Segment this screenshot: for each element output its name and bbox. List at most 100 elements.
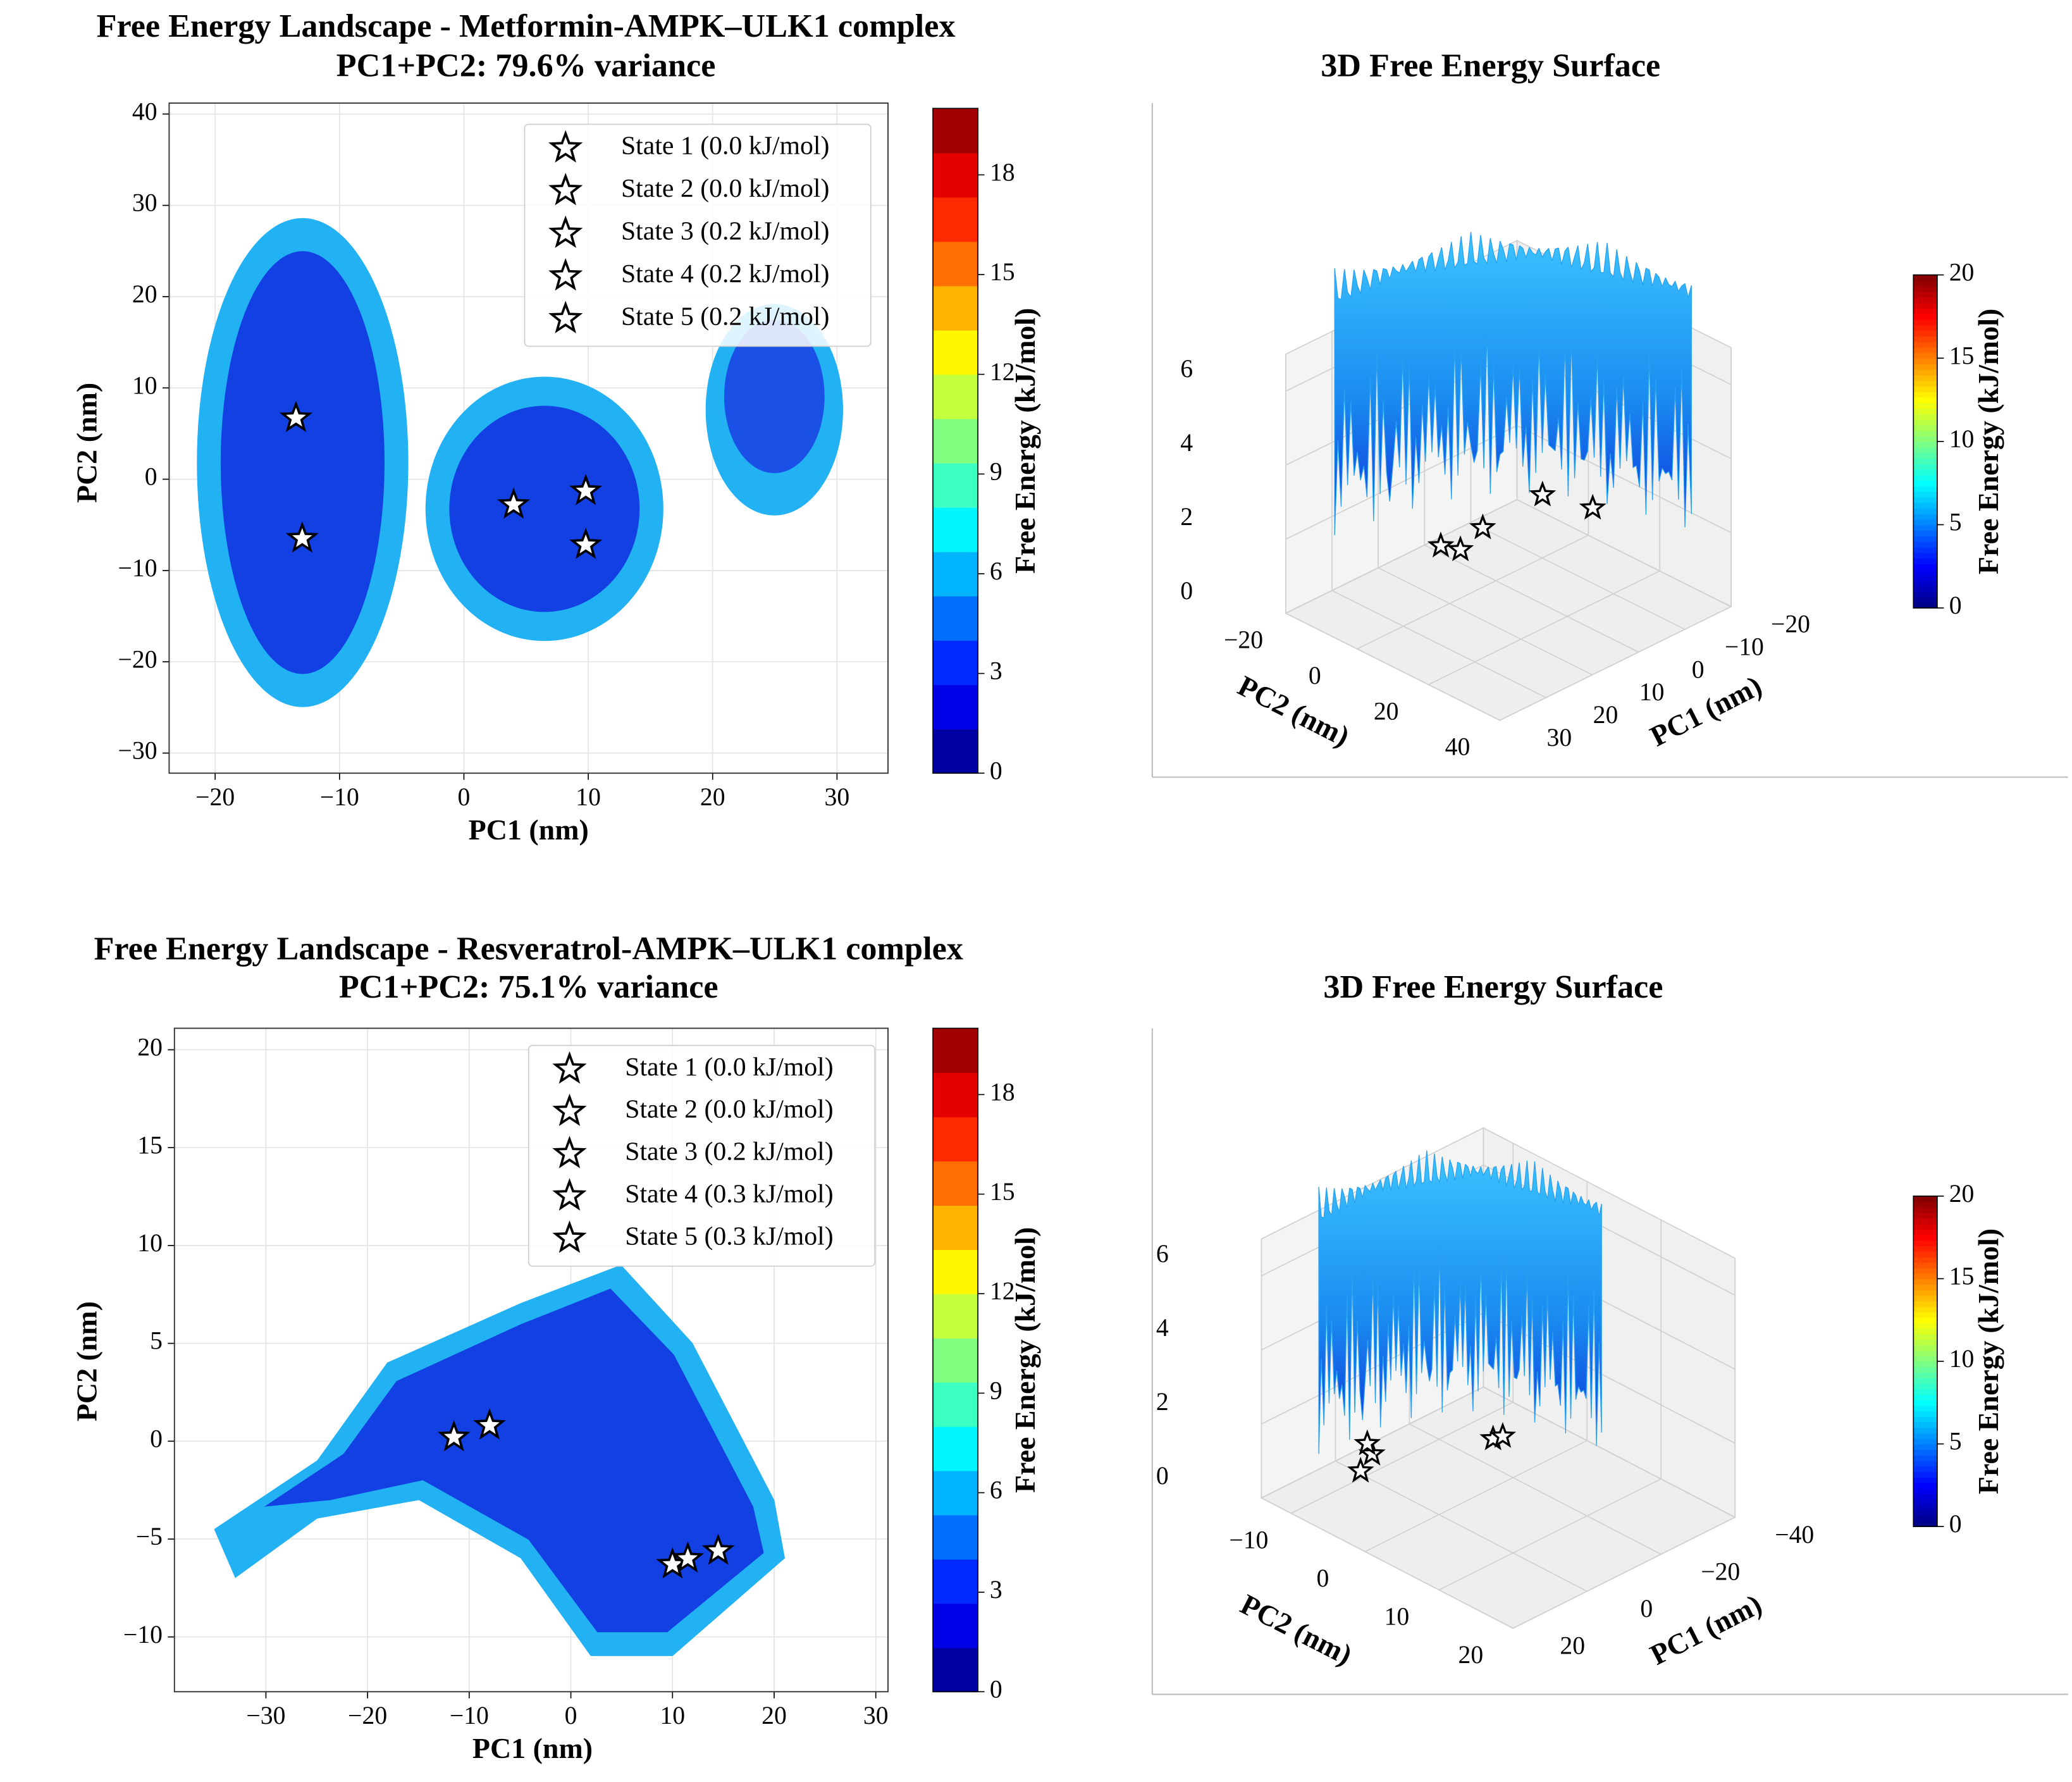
colorbar-tick-label: 10 <box>1949 1345 1975 1373</box>
colorbar-band <box>1913 491 1937 498</box>
colorbar-band <box>933 1249 978 1294</box>
colorbar-tick-label: 15 <box>990 1178 1015 1206</box>
legend-box <box>527 1044 875 1267</box>
colorbar-band <box>1913 1399 1937 1406</box>
colorbar-band <box>1913 591 1937 598</box>
colorbar-band <box>1913 1416 1937 1423</box>
colorbar-band <box>1913 469 1937 476</box>
colorbar-band <box>1913 530 1937 536</box>
state-marker <box>701 1533 735 1565</box>
z-tick-label: 6 <box>1180 355 1193 383</box>
legend-marker <box>552 1220 587 1253</box>
colorbar-band <box>1913 347 1937 354</box>
colorbar-band <box>1913 1372 1937 1378</box>
legend-label: State 4 (0.3 kJ/mol) <box>625 1179 833 1208</box>
colorbar-band <box>1913 1454 1937 1461</box>
colorbar-frame <box>932 108 978 774</box>
colorbar-tick-label: 5 <box>1949 1428 1962 1456</box>
colorbar-band <box>1913 1311 1937 1318</box>
x-tick-label: −10 <box>1725 633 1764 660</box>
legend-label: State 2 (0.0 kJ/mol) <box>621 174 829 203</box>
chart-title: Free Energy Landscape - Metformin-AMPK–U… <box>97 8 956 44</box>
colorbar-band <box>1913 513 1937 520</box>
colorbar-tick-label: 15 <box>990 258 1015 286</box>
colorbar-band <box>933 507 978 552</box>
grid-line <box>1512 1516 1736 1629</box>
colorbar-band <box>1913 1201 1937 1208</box>
y-tick-label: −20 <box>1224 626 1263 654</box>
colorbar-band <box>1913 519 1937 526</box>
colorbar-band <box>933 1382 978 1427</box>
colorbar-band <box>1913 474 1937 481</box>
colorbar-band <box>1913 1504 1937 1511</box>
colorbar-tick-label: 12 <box>990 1277 1015 1305</box>
grid-line <box>1438 1478 1662 1591</box>
density-regions <box>214 1265 786 1656</box>
state-marker <box>1489 1421 1517 1448</box>
colorbar-band <box>1913 1212 1937 1219</box>
legend-marker <box>552 1051 587 1084</box>
colorbar-band <box>933 1559 978 1604</box>
colorbar-band <box>1913 574 1937 581</box>
y-tick-label: 15 <box>137 1131 163 1159</box>
colorbar-band <box>1913 1366 1937 1373</box>
state-marker <box>569 474 603 505</box>
z-tick-label: 4 <box>1156 1314 1169 1342</box>
colorbar-tick-label: 0 <box>1949 591 1962 619</box>
colorbar-band <box>933 1294 978 1339</box>
colorbar-band <box>1913 397 1937 404</box>
colorbar-band <box>1913 1499 1937 1506</box>
colorbar-band <box>1913 497 1937 504</box>
colorbar-band <box>933 1603 978 1649</box>
y-tick-label: 20 <box>1458 1641 1484 1669</box>
colorbar-tick-label: 0 <box>990 1675 1002 1703</box>
legend-label: State 5 (0.2 kJ/mol) <box>621 302 829 331</box>
x-tick-label: 0 <box>1692 655 1705 683</box>
legend-label: State 1 (0.0 kJ/mol) <box>621 132 829 161</box>
y-tick-label: 0 <box>1316 1564 1329 1592</box>
colorbar-band <box>933 1161 978 1206</box>
grid-line <box>1517 499 1732 607</box>
colorbar-tick-label: 15 <box>1949 342 1975 369</box>
x-axis-label: PC1 (nm) <box>469 814 589 846</box>
colorbar-band <box>1913 1223 1937 1230</box>
colorbar-band <box>1913 391 1937 398</box>
x-tick-label: 10 <box>1639 678 1665 706</box>
colorbar-band <box>1913 1361 1937 1368</box>
x-tick-label: −20 <box>195 783 235 811</box>
colorbar-band <box>1913 1278 1937 1285</box>
colorbar-band <box>1913 1389 1937 1395</box>
colorbar-band <box>1913 547 1937 554</box>
panel-over: Free Energy Landscape - Resveratrol-AMPK… <box>71 930 1041 1764</box>
state-marker <box>1446 535 1474 562</box>
chart-subtitle: PC1+PC2: 79.6% variance <box>336 47 716 84</box>
y-tick-label: 10 <box>132 371 157 399</box>
colorbar-band <box>1913 280 1937 287</box>
y-tick-label: 0 <box>145 463 157 491</box>
colorbar-band <box>933 1205 978 1250</box>
density-region <box>220 251 385 674</box>
state-marker <box>1347 1456 1374 1483</box>
colorbar-band <box>1913 380 1937 387</box>
x-tick-label: 30 <box>1547 724 1572 752</box>
colorbar-band <box>933 1470 978 1516</box>
x-tick-label: −10 <box>450 1702 489 1729</box>
density-region <box>264 1289 764 1633</box>
colorbar-band <box>1913 508 1937 514</box>
colorbar-band <box>933 1028 978 1074</box>
colorbar-band <box>1913 1240 1937 1246</box>
colorbar-band <box>1913 1438 1937 1445</box>
colorbar-band <box>1913 1482 1937 1489</box>
colorbar-tick-label: 15 <box>1949 1263 1975 1290</box>
x-tick-label: 0 <box>565 1702 577 1729</box>
x-tick-label: −20 <box>1771 610 1810 638</box>
legend-marker <box>552 1135 587 1168</box>
colorbar-band <box>1913 1411 1937 1417</box>
colorbar-band <box>1913 341 1937 348</box>
z-tick-label: 0 <box>1156 1462 1169 1490</box>
colorbar-band <box>933 152 978 198</box>
colorbar-tick-label: 3 <box>990 1576 1002 1604</box>
grid-line <box>1409 1423 1662 1555</box>
colorbar-tick-label: 9 <box>990 1377 1002 1404</box>
